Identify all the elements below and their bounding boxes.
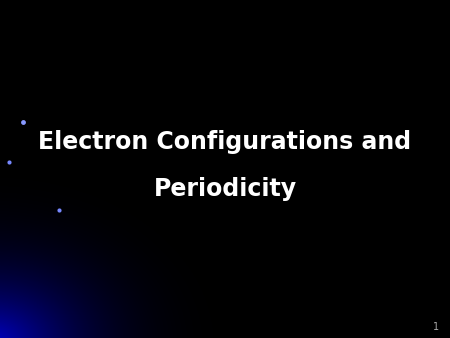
- Text: Electron Configurations and: Electron Configurations and: [38, 130, 412, 154]
- Text: Periodicity: Periodicity: [153, 177, 297, 201]
- Text: 1: 1: [432, 322, 439, 332]
